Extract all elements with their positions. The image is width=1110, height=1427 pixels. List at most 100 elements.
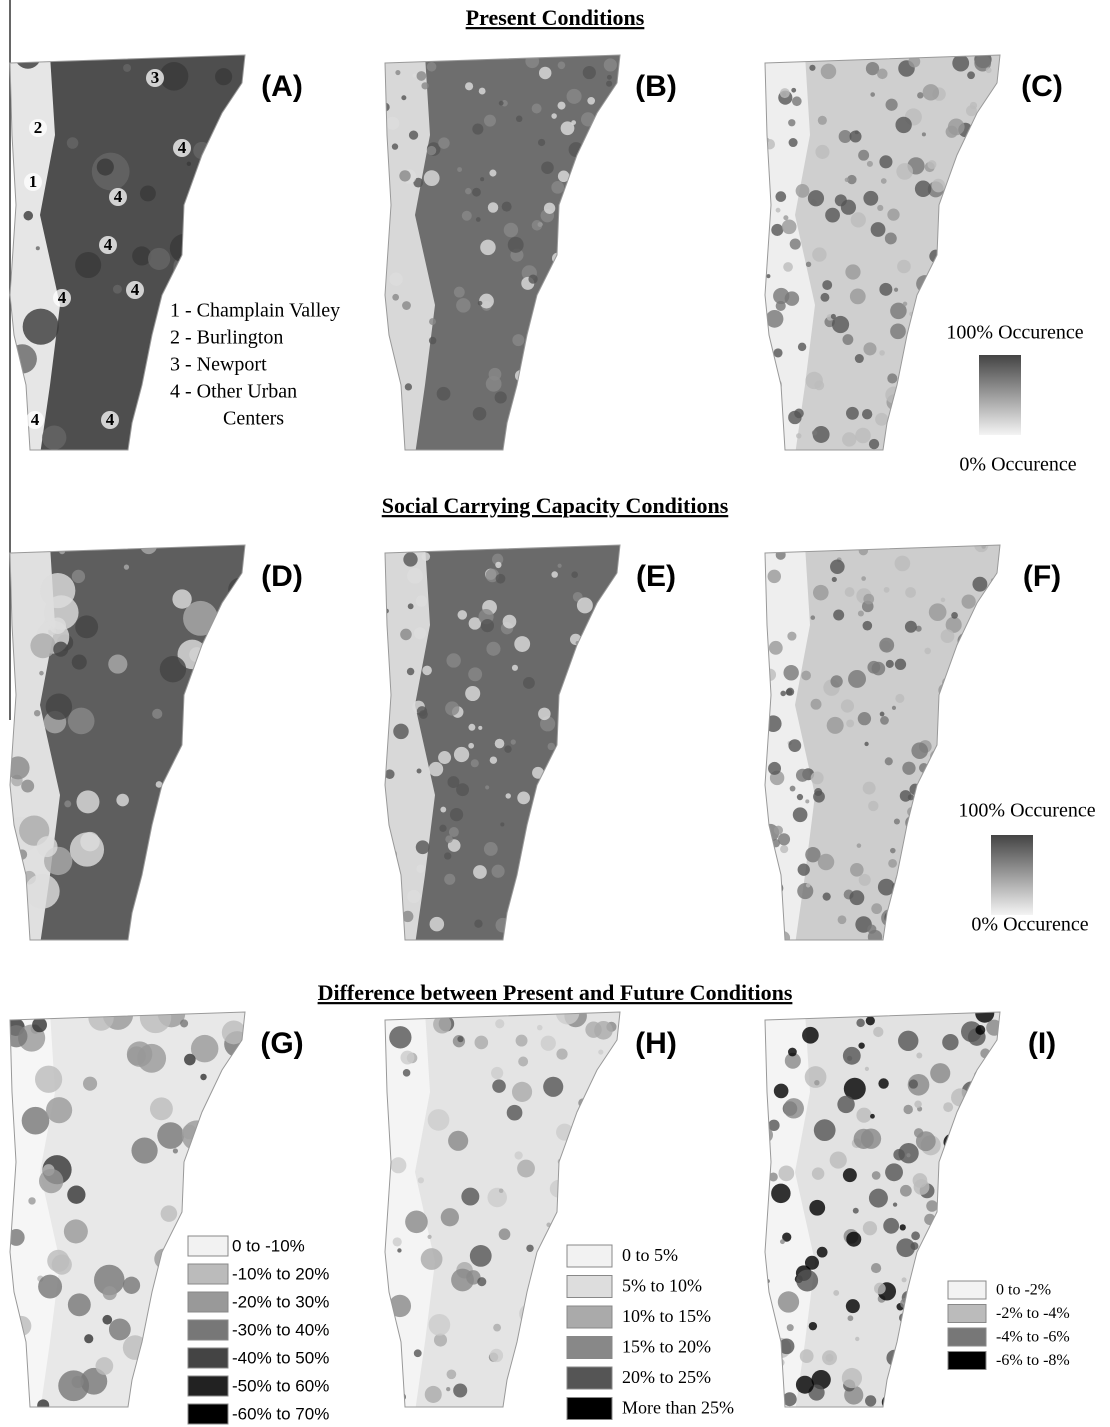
map-texture	[841, 699, 854, 712]
map-texture	[491, 1067, 503, 1079]
map-texture	[524, 425, 530, 431]
map-texture	[578, 318, 589, 329]
legend-top: 100% Occurence	[958, 800, 1095, 822]
map-texture	[563, 352, 572, 361]
map-texture	[922, 1302, 934, 1314]
map-texture	[395, 70, 400, 75]
map-texture	[479, 88, 486, 95]
map-texture	[773, 288, 789, 304]
map-texture	[556, 1049, 567, 1060]
map-texture	[492, 1079, 506, 1093]
map-texture	[7, 756, 30, 779]
map-texture	[907, 337, 913, 343]
map-texture	[846, 1299, 860, 1313]
map-texture	[38, 1275, 62, 1299]
map-texture	[488, 202, 498, 212]
map-texture	[608, 665, 620, 677]
map-texture	[473, 407, 487, 421]
map-texture	[960, 317, 964, 321]
map-texture	[188, 717, 219, 748]
map-texture	[102, 1315, 112, 1325]
map-texture	[421, 82, 428, 89]
map-texture	[592, 376, 600, 384]
map-texture	[461, 1188, 479, 1206]
map-texture	[97, 158, 114, 175]
map-texture	[760, 903, 778, 921]
map-texture	[5, 1025, 27, 1047]
map-texture	[598, 391, 613, 406]
map-texture	[46, 1097, 72, 1123]
map-texture	[881, 178, 887, 184]
state-map	[758, 1004, 1005, 1412]
map-texture	[389, 1026, 411, 1048]
map-texture	[927, 810, 933, 816]
map-texture	[914, 1101, 921, 1108]
map-texture	[773, 348, 782, 357]
map-texture	[821, 64, 836, 79]
panel-label: (H)	[635, 1027, 677, 1060]
map-texture	[963, 265, 967, 269]
map-texture	[205, 218, 240, 253]
map-texture	[108, 655, 127, 674]
map-texture	[903, 1308, 915, 1320]
map-texture	[417, 769, 422, 774]
legend-swatch	[567, 1367, 612, 1389]
map-texture	[524, 338, 539, 353]
map-texture	[845, 264, 860, 279]
map-texture	[877, 69, 888, 80]
map-texture	[486, 376, 502, 392]
map-texture	[794, 409, 804, 419]
map-texture	[504, 223, 518, 237]
map-texture	[499, 1228, 511, 1240]
map-texture	[853, 1208, 859, 1214]
legend-label: -20% to 30%	[232, 1292, 329, 1311]
map-texture	[424, 170, 440, 186]
map-texture	[898, 1031, 918, 1051]
map-texture	[806, 262, 811, 267]
map-texture	[805, 799, 809, 803]
map-texture	[227, 1141, 234, 1148]
map-texture	[941, 1188, 957, 1204]
map-texture	[604, 266, 615, 277]
map-texture	[872, 1171, 881, 1180]
map-texture	[445, 835, 453, 843]
map-texture	[474, 920, 482, 928]
map-texture	[516, 1035, 528, 1047]
map-texture	[198, 716, 202, 720]
legend-label: 15% to 20%	[622, 1337, 711, 1357]
map-texture	[778, 1165, 794, 1181]
map-texture	[42, 425, 66, 449]
map-texture	[399, 170, 410, 181]
map-texture	[514, 636, 530, 652]
map-texture	[867, 924, 876, 933]
map-texture	[401, 95, 406, 100]
map-texture	[868, 801, 878, 811]
map-texture	[550, 1180, 568, 1198]
map-texture	[955, 883, 963, 891]
map-texture	[400, 629, 412, 641]
map-key: 4 - Other Urban	[170, 381, 297, 403]
map-texture	[805, 1066, 827, 1088]
map-texture	[161, 1205, 178, 1222]
map-texture	[58, 1370, 89, 1401]
map-texture	[209, 139, 226, 156]
map-texture	[946, 803, 959, 816]
map-texture	[392, 143, 398, 149]
map-texture	[960, 297, 966, 303]
map-texture	[975, 1025, 985, 1035]
map-texture	[606, 81, 612, 87]
section-title: Difference between Present and Future Co…	[318, 980, 793, 1005]
map-texture	[848, 1315, 854, 1321]
map-texture	[842, 334, 853, 345]
map-texture	[867, 661, 880, 674]
map-texture	[912, 371, 929, 388]
map-texture	[480, 240, 495, 255]
map-texture	[553, 408, 557, 412]
map-texture	[892, 706, 896, 710]
map-texture	[812, 247, 826, 261]
map-texture	[412, 74, 416, 78]
map-texture	[53, 642, 68, 657]
map-texture	[874, 1283, 886, 1295]
map-texture	[580, 658, 594, 672]
legend-swatch	[567, 1245, 612, 1267]
